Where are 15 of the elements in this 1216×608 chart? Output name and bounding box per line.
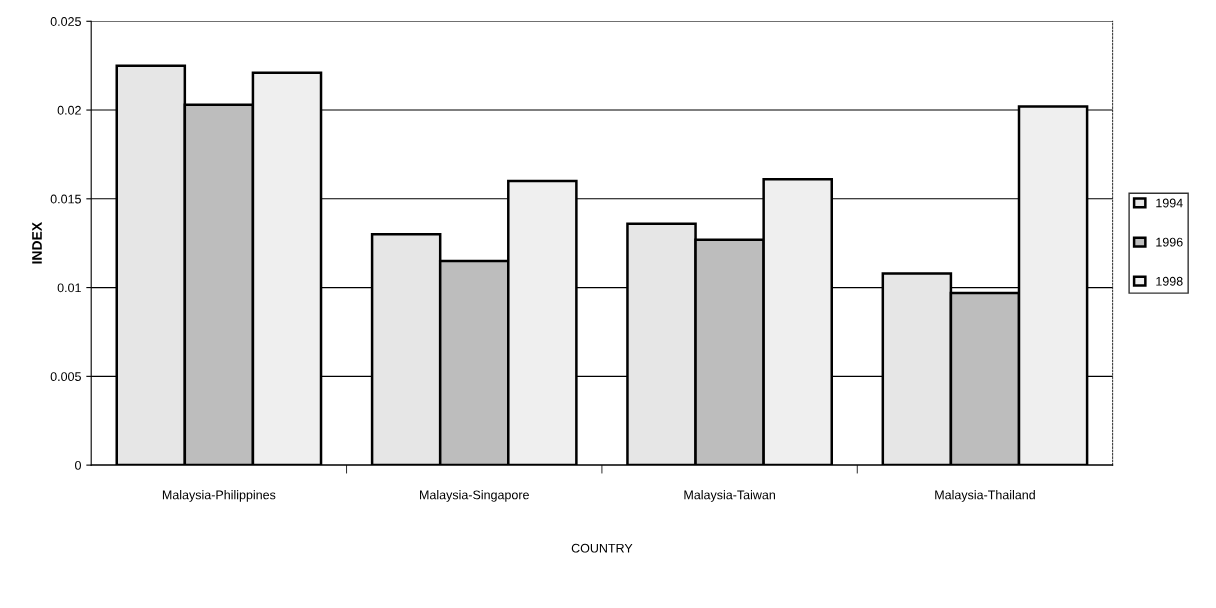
x-tick-label: Malaysia-Taiwan (684, 490, 775, 502)
legend-label: 1998 (1156, 276, 1183, 286)
legend-label: 1996 (1156, 237, 1183, 247)
y-tick-label: 0.015 (50, 194, 81, 204)
y-tick-label: 0.025 (50, 17, 81, 26)
x-tick-label: Malaysia-Thailand (935, 490, 1035, 502)
legend-label: 1994 (1156, 198, 1183, 208)
y-tick-label: 0 (75, 460, 81, 470)
y-tick-label: 0.01 (57, 283, 81, 293)
x-tick-label: Malaysia-Singapore (420, 490, 529, 502)
y-tick-label: 0.005 (50, 372, 81, 381)
y-axis-title: INDEX (32, 222, 42, 264)
x-tick-label: Malaysia-Philippines (162, 490, 276, 502)
x-axis-title: COUNTRY (571, 543, 633, 553)
y-tick-label: 0.02 (57, 105, 81, 115)
